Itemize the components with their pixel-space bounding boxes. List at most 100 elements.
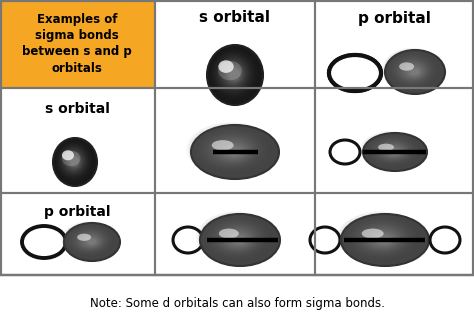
Ellipse shape [382, 144, 405, 158]
Ellipse shape [82, 235, 100, 248]
Ellipse shape [223, 229, 253, 248]
Ellipse shape [219, 142, 247, 160]
Ellipse shape [213, 222, 261, 253]
Ellipse shape [173, 227, 203, 253]
Ellipse shape [310, 227, 340, 253]
Ellipse shape [205, 134, 258, 166]
Ellipse shape [197, 129, 265, 170]
Ellipse shape [343, 215, 419, 260]
Ellipse shape [192, 126, 269, 173]
Ellipse shape [65, 224, 113, 257]
Ellipse shape [61, 221, 117, 259]
Ellipse shape [392, 55, 433, 85]
Ellipse shape [345, 216, 417, 259]
Ellipse shape [390, 149, 399, 154]
Ellipse shape [370, 137, 414, 163]
Ellipse shape [191, 125, 271, 174]
Ellipse shape [201, 131, 261, 168]
Ellipse shape [407, 66, 421, 77]
Ellipse shape [219, 226, 256, 250]
Ellipse shape [85, 237, 98, 246]
Bar [1, 1, 473, 275]
Ellipse shape [353, 221, 410, 254]
Ellipse shape [364, 134, 419, 167]
Ellipse shape [375, 140, 410, 161]
Ellipse shape [364, 228, 401, 249]
Ellipse shape [217, 141, 249, 161]
Ellipse shape [365, 135, 418, 166]
Text: p orbital: p orbital [357, 11, 430, 25]
Ellipse shape [74, 230, 105, 251]
Ellipse shape [386, 51, 438, 89]
Ellipse shape [225, 230, 251, 247]
Ellipse shape [363, 133, 427, 171]
Ellipse shape [201, 215, 271, 260]
Ellipse shape [53, 138, 97, 186]
Ellipse shape [203, 132, 259, 167]
Ellipse shape [383, 49, 441, 91]
Ellipse shape [232, 235, 247, 245]
Ellipse shape [361, 132, 422, 168]
Ellipse shape [211, 221, 262, 254]
Ellipse shape [377, 141, 409, 160]
Ellipse shape [366, 229, 399, 248]
Ellipse shape [77, 234, 91, 241]
Ellipse shape [64, 223, 120, 261]
Ellipse shape [215, 224, 259, 252]
Text: p orbital: p orbital [44, 205, 110, 219]
Ellipse shape [385, 146, 403, 157]
Ellipse shape [72, 228, 108, 252]
Ellipse shape [357, 224, 406, 252]
Bar [1, 1, 473, 275]
Ellipse shape [396, 58, 429, 82]
Ellipse shape [79, 233, 102, 249]
Ellipse shape [207, 219, 265, 257]
Text: Examples of
sigma bonds
between s and p
orbitals: Examples of sigma bonds between s and p … [22, 14, 132, 75]
Ellipse shape [378, 142, 408, 159]
Ellipse shape [398, 59, 428, 82]
Ellipse shape [337, 212, 425, 263]
Ellipse shape [382, 48, 442, 92]
Ellipse shape [200, 214, 280, 266]
Ellipse shape [221, 228, 254, 249]
Ellipse shape [401, 62, 426, 80]
Ellipse shape [402, 63, 425, 79]
Ellipse shape [226, 147, 243, 157]
Ellipse shape [209, 220, 264, 255]
Ellipse shape [360, 131, 424, 169]
Ellipse shape [191, 125, 279, 179]
Ellipse shape [338, 213, 423, 262]
Ellipse shape [212, 140, 234, 150]
Ellipse shape [80, 234, 101, 248]
Ellipse shape [212, 138, 253, 163]
Ellipse shape [376, 235, 392, 245]
Ellipse shape [217, 225, 257, 251]
Ellipse shape [372, 138, 413, 163]
Ellipse shape [351, 220, 411, 255]
Ellipse shape [198, 213, 274, 262]
Ellipse shape [393, 56, 432, 84]
Text: Note: Some d orbitals can also form sigma bonds.: Note: Some d orbitals can also form sigm… [90, 296, 384, 310]
Ellipse shape [187, 122, 274, 176]
Ellipse shape [86, 238, 97, 245]
Ellipse shape [374, 139, 411, 162]
Text: s orbital: s orbital [45, 102, 109, 116]
Ellipse shape [228, 232, 250, 246]
Ellipse shape [62, 150, 74, 160]
Ellipse shape [341, 214, 421, 261]
Ellipse shape [68, 225, 111, 255]
Ellipse shape [210, 137, 254, 164]
Ellipse shape [223, 145, 244, 158]
Ellipse shape [329, 55, 381, 91]
Ellipse shape [347, 217, 415, 258]
Ellipse shape [371, 232, 396, 246]
Ellipse shape [341, 214, 429, 266]
Ellipse shape [73, 229, 107, 252]
Ellipse shape [228, 148, 241, 156]
Ellipse shape [234, 236, 246, 244]
Ellipse shape [387, 147, 401, 156]
Ellipse shape [218, 61, 242, 80]
Ellipse shape [70, 227, 109, 253]
Ellipse shape [378, 144, 394, 151]
Ellipse shape [349, 219, 413, 257]
